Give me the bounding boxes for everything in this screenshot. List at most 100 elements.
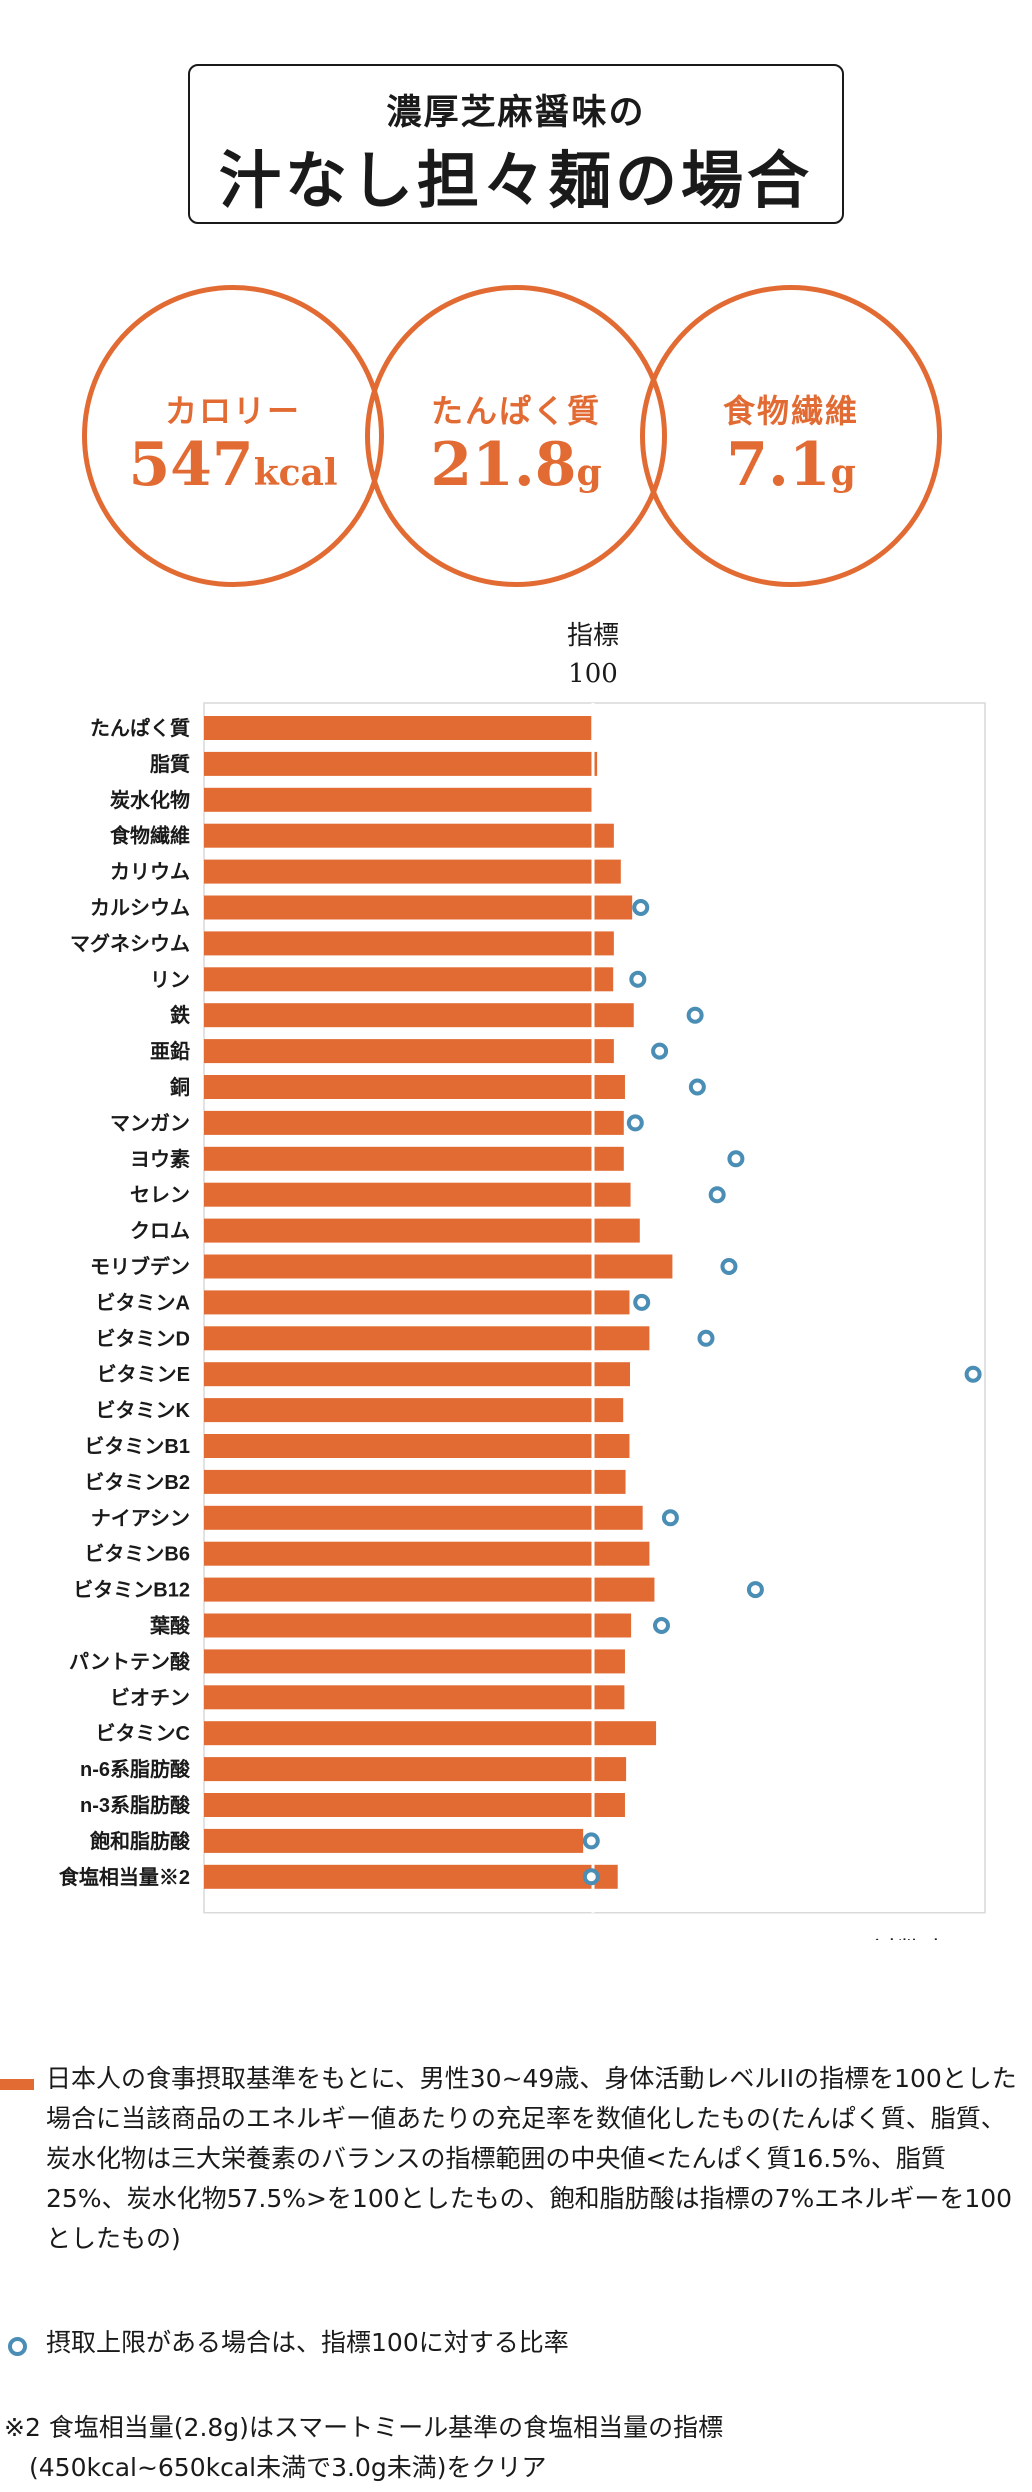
bar	[204, 1685, 625, 1710]
category-label: ビタミンB6	[84, 1543, 190, 1566]
reference-label-line2: 100	[568, 659, 618, 689]
fiber-label: 食物繊維	[722, 392, 859, 430]
bar	[204, 1398, 624, 1423]
category-label: 鉄	[170, 1003, 190, 1027]
category-label: パントテン酸	[69, 1649, 191, 1673]
reference-label-line1: 指標	[567, 621, 619, 651]
nutrient-ratio-chart: たんぱく質脂質炭水化物食物繊維カリウムカルシウムマグネシウムリン鉄亜鉛銅マンガン…	[59, 621, 986, 1940]
category-label: たんぱく質	[90, 716, 190, 740]
upper-limit-dot	[746, 1581, 764, 1599]
fiber-value: 7.1g	[645, 430, 937, 500]
category-label: ビタミンK	[96, 1399, 191, 1422]
category-label: マグネシウム	[70, 931, 190, 955]
category-label: カルシウム	[90, 897, 190, 920]
calorie-label: カロリー	[164, 392, 301, 430]
upper-limit-dot	[633, 1293, 651, 1311]
bar	[204, 1757, 627, 1782]
bar	[204, 1326, 650, 1351]
protein-number: 21.8	[430, 430, 577, 500]
bar	[204, 859, 621, 884]
calorie-value: 547kcal	[87, 430, 379, 500]
category-label: リン	[150, 969, 190, 991]
fiber-unit: g	[830, 452, 856, 494]
bar	[204, 823, 614, 848]
category-label: ヨウ素	[130, 1147, 190, 1171]
bar	[204, 1505, 643, 1530]
upper-limit-dot	[632, 899, 650, 916]
upper-limit-dot	[651, 1042, 669, 1060]
bar	[204, 787, 593, 812]
bar	[204, 1577, 655, 1602]
category-label: 食物繊維	[110, 824, 190, 848]
legend-bar-text: 日本人の食事摂取基準をもとに、男性30~49歳、身体活動レベルIIの指標を100…	[46, 2064, 1017, 2253]
bar	[204, 1434, 630, 1458]
legend-dot-swatch	[8, 2337, 27, 2356]
category-label: 脂質	[150, 752, 190, 776]
category-label: ビタミンA	[96, 1291, 190, 1314]
bar	[204, 1290, 630, 1315]
bar	[204, 1039, 614, 1064]
category-label: 食塩相当量※2	[59, 1865, 190, 1889]
category-label: n-3系脂肪酸	[80, 1793, 191, 1817]
bar	[204, 1218, 640, 1243]
category-label: ビタミンB1	[84, 1435, 190, 1458]
category-label: ビタミンD	[96, 1327, 190, 1350]
protein-label: たんぱく質	[430, 392, 601, 430]
protein-circle: たんぱく質 21.8g	[365, 285, 667, 587]
upper-limit-dot	[629, 970, 647, 988]
category-label: 亜鉛	[150, 1039, 190, 1063]
legend-dot-text: 摂取上限がある場合は、指標100に対する比率	[46, 2328, 569, 2357]
bar	[204, 1182, 631, 1207]
upper-limit-dot	[727, 1150, 745, 1168]
title-main: 汁なし担々麺の場合	[218, 144, 813, 217]
bar	[204, 895, 633, 920]
bar	[204, 1075, 625, 1099]
upper-limit-dot	[652, 1617, 670, 1634]
bar	[204, 751, 598, 776]
category-label: ビタミンB12	[73, 1579, 190, 1602]
upper-limit-dot	[582, 1868, 600, 1886]
category-label: クロム	[130, 1220, 190, 1243]
bar	[204, 1613, 632, 1638]
bar	[204, 1793, 625, 1817]
category-label: n-6系脂肪酸	[80, 1757, 191, 1781]
category-label: 葉酸	[149, 1614, 191, 1638]
x-tick-label: 1	[204, 1938, 221, 1940]
title-subtitle: 濃厚芝麻醤味の	[386, 92, 646, 133]
bar	[204, 1721, 657, 1746]
category-label: 飽和脂肪酸	[90, 1829, 191, 1853]
bar	[204, 1541, 650, 1566]
upper-limit-dot	[697, 1329, 715, 1347]
category-label: ビオチン	[110, 1686, 190, 1709]
x-tick-label: 100	[568, 1938, 618, 1940]
calorie-circle: カロリー 547kcal	[82, 285, 384, 587]
upper-limit-dot	[708, 1186, 726, 1204]
category-label: カリウム	[110, 861, 190, 884]
bar	[204, 1254, 673, 1279]
bar	[204, 1146, 624, 1171]
bar	[204, 1110, 624, 1135]
protein-value: 21.8g	[370, 430, 662, 500]
upper-limit-dot	[964, 1365, 982, 1383]
category-label: 炭水化物	[110, 788, 190, 812]
bar	[204, 1469, 626, 1494]
bar	[204, 931, 614, 956]
upper-limit-dot	[688, 1078, 706, 1096]
protein-unit: g	[576, 452, 602, 494]
category-label: マンガン	[110, 1112, 190, 1135]
bar	[204, 1003, 634, 1028]
calorie-unit: kcal	[253, 452, 338, 494]
bar	[204, 716, 592, 740]
category-label: セレン	[130, 1185, 190, 1207]
bar	[204, 1362, 631, 1387]
category-label: ビタミンE	[97, 1363, 190, 1386]
bar	[204, 967, 614, 992]
category-label: ビタミンC	[96, 1722, 190, 1745]
category-label: モリブデン	[90, 1255, 190, 1279]
legend-bar-swatch	[0, 2079, 34, 2090]
fiber-number: 7.1	[726, 430, 831, 500]
bar	[204, 1649, 625, 1674]
upper-limit-dot	[626, 1114, 644, 1132]
fiber-circle: 食物繊維 7.1g	[640, 285, 942, 587]
title-box: 濃厚芝麻醤味の 汁なし担々麺の場合	[188, 64, 844, 224]
